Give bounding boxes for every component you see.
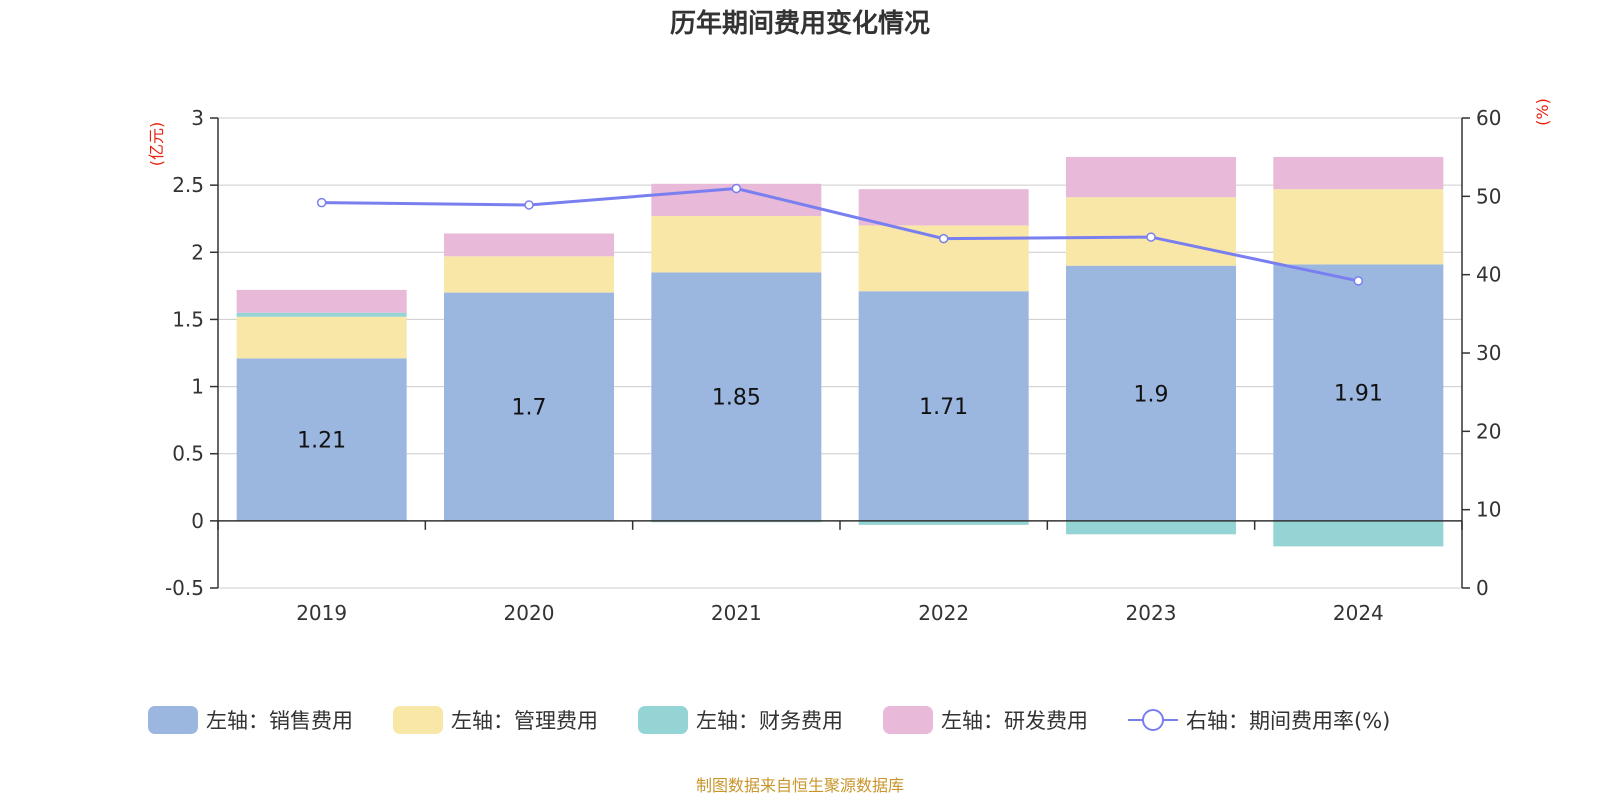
chart-title: 历年期间费用变化情况 <box>670 8 930 39</box>
right-tick-label: 20 <box>1476 419 1501 443</box>
axes: 3 2.5 2 1.5 1 0.5 0 -0.5 60 50 40 30 20 10 0 (亿元) (%) 201… <box>147 98 1552 625</box>
left-tick-label: 1 <box>191 375 204 399</box>
data-label: 1.71 <box>919 395 968 420</box>
data-label-layer: 1.21 1.7 1.85 1.71 1.9 1.91 <box>297 382 1383 454</box>
category-label: 2020 <box>504 601 555 625</box>
legend: 左轴：销售费用 左轴：管理费用 左轴：财务费用 左轴：研发费用 右轴：期间费用率(%) <box>148 706 1390 734</box>
bar-segment <box>1273 520 1444 547</box>
right-tick-label: 0 <box>1476 576 1489 600</box>
legend-swatch <box>638 706 688 734</box>
left-tick-label: -0.5 <box>165 576 204 600</box>
bar-segment <box>236 358 407 521</box>
bar-segment <box>651 272 822 521</box>
category-label: 2019 <box>296 601 347 625</box>
bar-segment <box>1066 156 1236 198</box>
right-tick-label: 10 <box>1476 498 1501 522</box>
category-label: 2021 <box>711 601 762 625</box>
bar-segment <box>1273 156 1444 190</box>
bar-segment <box>1273 189 1444 265</box>
legend-swatch <box>148 706 198 734</box>
legend-swatch <box>883 706 933 734</box>
legend-label: 左轴：销售费用 <box>206 709 353 733</box>
bar-segment <box>236 289 407 313</box>
legend-label: 左轴：财务费用 <box>696 709 843 733</box>
right-axis-unit: (%) <box>1533 98 1552 126</box>
right-tick-label: 60 <box>1476 106 1501 130</box>
category-label: 2023 <box>1126 601 1177 625</box>
bar-segment <box>858 520 1029 525</box>
rate-point <box>938 233 949 244</box>
bar-segment <box>1273 264 1444 521</box>
bar-segment <box>651 216 822 273</box>
bar-segment <box>1066 265 1236 521</box>
bar-segment <box>444 292 614 521</box>
rate-point <box>731 183 742 194</box>
category-label: 2022 <box>918 601 969 625</box>
source-note: 制图数据来自恒生聚源数据库 <box>696 776 904 795</box>
rate-point <box>316 197 327 208</box>
right-tick-label: 50 <box>1476 184 1501 208</box>
legend-marker <box>1142 709 1164 731</box>
left-tick-label: 0 <box>191 509 204 533</box>
gridlines <box>218 117 1462 589</box>
legend-swatch <box>393 706 443 734</box>
legend-label: 左轴：研发费用 <box>941 709 1088 733</box>
data-label: 1.91 <box>1334 382 1383 407</box>
bar-segment <box>444 233 614 257</box>
right-tick-label: 40 <box>1476 263 1501 287</box>
bar-layer <box>236 156 1444 547</box>
data-label: 1.85 <box>712 386 761 411</box>
rate-point <box>1146 232 1156 242</box>
left-tick-label: 0.5 <box>172 442 204 466</box>
data-label: 1.21 <box>297 429 346 454</box>
legend-label: 左轴：管理费用 <box>451 709 598 733</box>
bar-segment <box>1066 197 1236 266</box>
rate-line <box>321 186 1359 283</box>
bar-segment <box>858 189 1029 226</box>
rate-point <box>524 200 534 210</box>
rate-point <box>1353 276 1364 286</box>
category-label: 2024 <box>1333 601 1384 625</box>
left-tick-label: 1.5 <box>172 307 204 331</box>
line-layer <box>316 183 1364 286</box>
bar-segment <box>236 312 407 317</box>
right-tick-label: 30 <box>1476 341 1501 365</box>
bar-segment <box>444 256 614 293</box>
left-axis-unit: (亿元) <box>147 122 166 167</box>
left-tick-label: 2 <box>191 240 204 264</box>
bar-segment <box>858 291 1029 521</box>
bar-segment <box>1066 520 1236 535</box>
left-tick-label: 2.5 <box>172 173 204 197</box>
legend-label: 右轴：期间费用率(%) <box>1186 709 1390 733</box>
data-label: 1.9 <box>1134 382 1169 407</box>
left-tick-label: 3 <box>191 106 204 130</box>
data-label: 1.7 <box>512 396 547 421</box>
bar-segment <box>236 316 407 359</box>
